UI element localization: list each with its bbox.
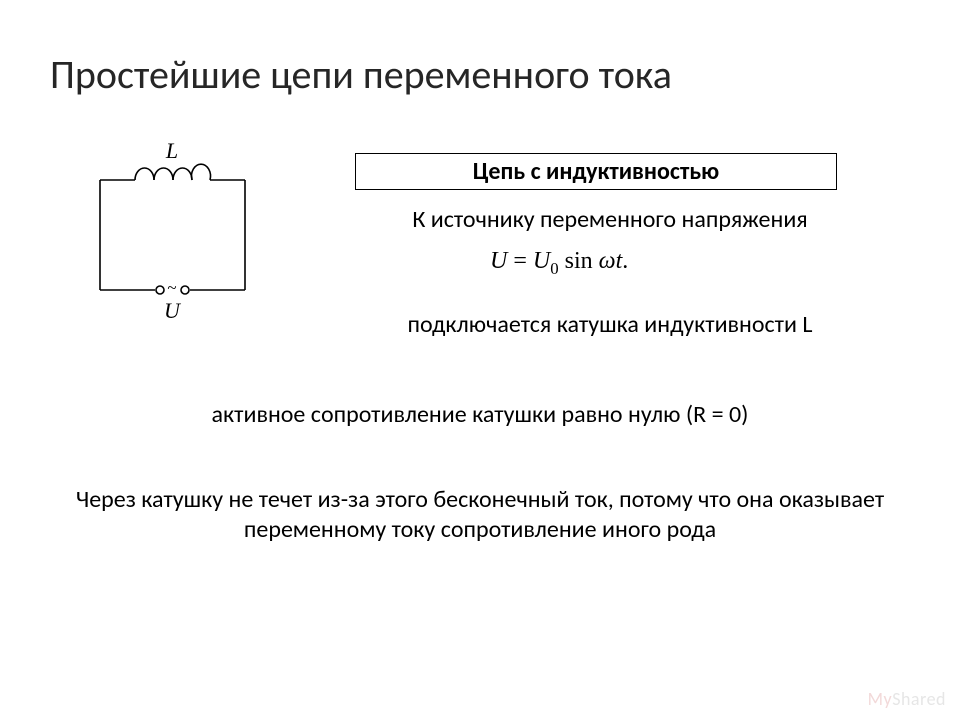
circuit-diagram: ~ L U [70, 140, 275, 330]
formula-U0: U [533, 248, 550, 274]
voltage-formula: U = U0 sin ωt. [490, 248, 628, 279]
formula-sub0: 0 [550, 259, 558, 278]
svg-text:~: ~ [167, 278, 176, 297]
text-line-2: подключается катушка индуктивности L [330, 310, 890, 339]
subtitle-box: Цепь с индуктивностью [355, 153, 837, 190]
text-line-3: активное сопротивление катушки равно нул… [60, 400, 900, 429]
formula-sin: sin [559, 248, 599, 274]
formula-omega: ω [599, 248, 616, 274]
formula-U: U [490, 248, 507, 274]
svg-text:U: U [164, 298, 182, 323]
watermark-shared: Shared [892, 688, 946, 710]
text-line-4: Через катушку не течет из-за этого беско… [60, 485, 900, 545]
formula-eq: = [507, 248, 533, 274]
formula-dot: . [622, 248, 628, 274]
watermark-my: My [868, 688, 893, 710]
watermark: MyShared [868, 688, 946, 710]
svg-text:L: L [165, 140, 178, 163]
slide-title: Простейшие цепи переменного тока [50, 50, 672, 99]
text-line-1: К источнику переменного напряжения [330, 205, 890, 234]
